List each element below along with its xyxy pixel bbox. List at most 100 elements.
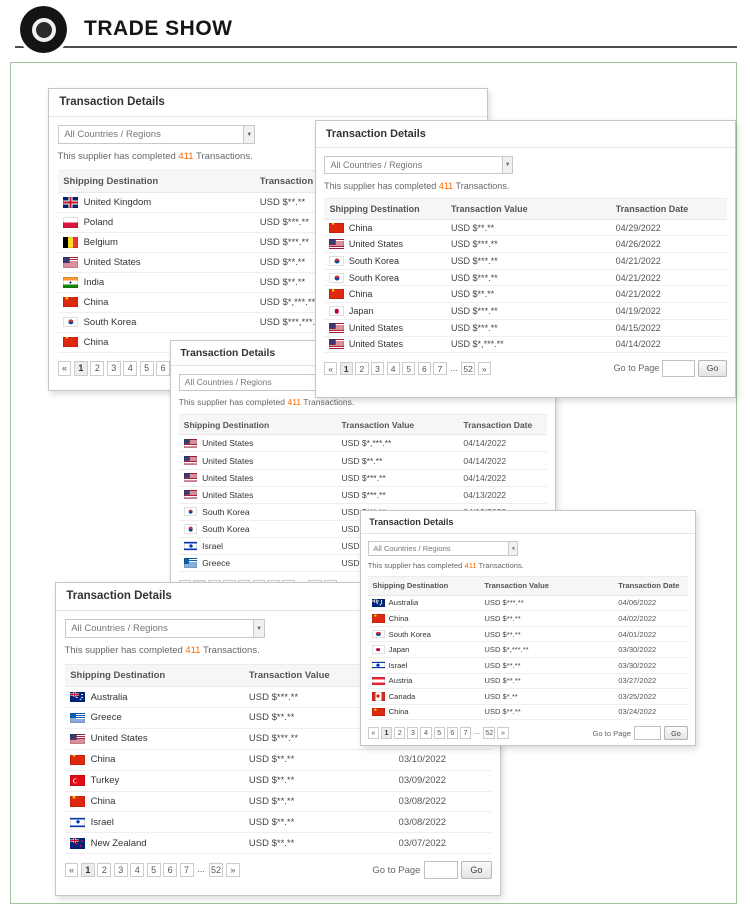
pagination-page-button[interactable]: 5 <box>146 863 161 878</box>
flag-greece-icon <box>183 558 198 568</box>
pagination-next-button[interactable]: » <box>477 361 491 376</box>
table-row: United Kingdom USD $**.** <box>57 193 479 214</box>
goto-page-input[interactable] <box>662 360 695 377</box>
pagination-page-button[interactable]: 2 <box>394 727 406 739</box>
table-header-row: Shipping Destination Transaction Value T… <box>367 576 689 596</box>
transactions-count-link[interactable]: 411 <box>464 561 477 571</box>
supplier-text-prefix: This supplier has completed <box>178 397 288 408</box>
column-header-shipping-destination: Shipping Destination <box>63 175 159 187</box>
transactions-count-link[interactable]: 411 <box>178 151 194 163</box>
go-button[interactable]: Go <box>698 359 727 378</box>
table-row: Austria USD $**.** 03/27/2022 <box>367 674 689 690</box>
flag-south-korea-icon <box>63 316 79 328</box>
flag-united-states-icon <box>70 733 86 745</box>
pagination-page-button[interactable]: 1 <box>73 361 88 376</box>
shipping-destination-cell: United States <box>183 490 342 500</box>
shipping-destination-cell: South Korea <box>63 317 260 328</box>
pagination-page-button[interactable]: 1 <box>80 863 95 878</box>
pagination-page-button[interactable]: 3 <box>370 361 385 376</box>
country-name: Israel <box>202 540 224 551</box>
pagination-last-page-button[interactable]: 52 <box>208 863 224 878</box>
flag-united-states-icon <box>329 339 344 350</box>
pagination-page-button[interactable]: 4 <box>130 863 145 878</box>
pagination-page-button[interactable]: 5 <box>433 727 445 739</box>
country-name: China <box>90 796 116 807</box>
pagination-page-button[interactable]: 2 <box>97 863 112 878</box>
pagination-last-page-button[interactable]: 52 <box>483 727 496 739</box>
pagination-page-button[interactable]: 4 <box>123 361 138 376</box>
shipping-destination-cell: Austria <box>372 676 484 685</box>
pagination-page-button[interactable]: 6 <box>417 361 432 376</box>
country-name: Israel <box>90 816 114 828</box>
country-filter-value: All Countries / Regions <box>330 160 423 171</box>
country-filter-select[interactable]: All Countries / Regions ▼ <box>367 540 519 556</box>
table-row: United States USD $***.** 04/14/2022 <box>178 470 548 487</box>
table-row: United States USD $*,***.** 04/14/2022 <box>178 435 548 453</box>
pagination-page-button[interactable]: 7 <box>179 863 194 878</box>
chevron-down-icon[interactable]: ▼ <box>501 157 513 173</box>
flag-united-states-icon <box>183 438 198 449</box>
pagination-page-button[interactable]: 1 <box>380 727 393 739</box>
goto-page-input[interactable] <box>633 726 661 741</box>
pagination-next-button[interactable]: » <box>497 727 509 739</box>
pagination-page-button[interactable]: 5 <box>139 361 154 376</box>
goto-page-input[interactable] <box>423 861 458 880</box>
go-button[interactable]: Go <box>461 861 492 880</box>
table-row: China USD $**.** 04/21/2022 <box>324 286 727 304</box>
shipping-destination-cell: New Zealand <box>70 838 249 849</box>
pagination-page-button[interactable]: 7 <box>433 361 447 376</box>
pagination-page-button[interactable]: 6 <box>163 863 178 878</box>
pagination-page-button[interactable]: 3 <box>106 361 121 376</box>
pagination-page-button[interactable]: 7 <box>459 727 472 739</box>
supplier-text-prefix: This supplier has completed <box>57 151 179 163</box>
chevron-down-icon[interactable]: ▼ <box>508 541 518 555</box>
transaction-date: 04/29/2022 <box>615 222 661 233</box>
country-name: Greece <box>90 712 122 724</box>
pagination-page-button[interactable]: 6 <box>156 361 171 376</box>
country-filter-select[interactable]: All Countries / Regions ▼ <box>324 156 514 174</box>
pagination-page-button[interactable]: 2 <box>355 361 369 376</box>
pagination-page-button[interactable]: 3 <box>407 727 419 739</box>
chevron-down-icon[interactable]: ▼ <box>243 126 255 143</box>
column-header-transaction-date: Transaction Date <box>463 419 533 430</box>
table-row: United States USD $***.** <box>64 729 492 750</box>
transaction-value: USD $**.** <box>248 816 295 828</box>
flag-south-korea-icon <box>329 255 344 266</box>
pagination-last-page-button[interactable]: 52 <box>461 361 476 376</box>
chevron-down-icon[interactable]: ▼ <box>253 620 265 637</box>
shipping-destination-cell: Australia <box>372 598 484 607</box>
transaction-value: USD $**.** <box>484 660 521 670</box>
transaction-date: 04/19/2022 <box>615 306 661 317</box>
pagination-page-button[interactable]: 6 <box>446 727 458 739</box>
transaction-date: 03/27/2022 <box>618 676 657 686</box>
flag-china-icon <box>372 707 385 717</box>
flag-belgium-icon <box>63 237 79 248</box>
brand-title: TRADE SHOW <box>84 17 233 40</box>
pagination-page-button[interactable]: 3 <box>113 863 128 878</box>
country-name: United States <box>348 322 403 333</box>
pagination-page-button[interactable]: 5 <box>402 361 416 376</box>
pagination-page-button[interactable]: 4 <box>386 361 400 376</box>
country-filter-select[interactable]: All Countries / Regions ▼ <box>57 125 256 144</box>
pagination-page-button[interactable]: 4 <box>420 727 432 739</box>
transactions-count-link[interactable]: 411 <box>185 645 201 657</box>
shipping-destination-cell: Canada <box>372 692 484 701</box>
pagination-next-button[interactable]: » <box>225 863 240 878</box>
transactions-count-link[interactable]: 411 <box>287 397 302 408</box>
transaction-date: 04/14/2022 <box>463 472 507 483</box>
pagination-prev-button[interactable]: « <box>367 727 379 739</box>
pagination-prev-button[interactable]: « <box>64 863 79 878</box>
transaction-value: USD $**.** <box>248 712 295 724</box>
country-name: United States <box>348 239 403 250</box>
transactions-count-link[interactable]: 411 <box>438 180 454 191</box>
go-button[interactable]: Go <box>663 725 689 741</box>
pagination-page-button[interactable]: 2 <box>90 361 105 376</box>
shipping-destination-cell: Israel <box>372 661 484 670</box>
country-filter-select[interactable]: All Countries / Regions ▼ <box>64 619 266 638</box>
pagination-page-button[interactable]: 1 <box>339 361 353 376</box>
pagination-prev-button[interactable]: « <box>57 361 72 376</box>
flag-australia-icon <box>70 691 86 703</box>
pagination-prev-button[interactable]: « <box>324 361 338 376</box>
